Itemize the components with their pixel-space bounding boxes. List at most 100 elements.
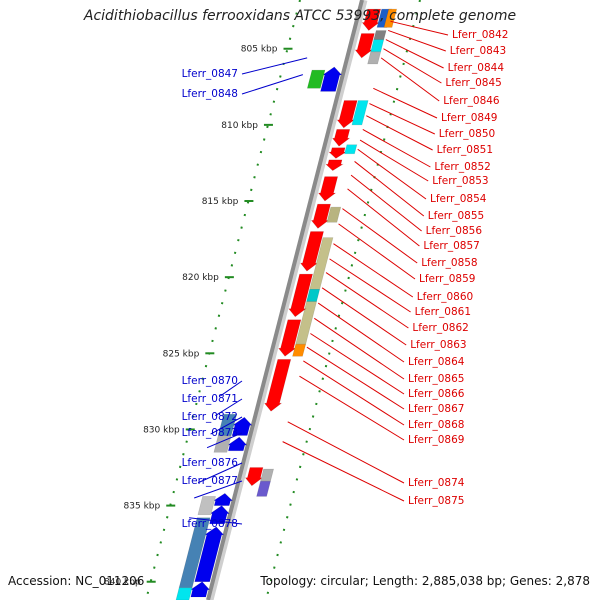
gene-label-reverse: Lferr_0856: [426, 225, 483, 237]
right-label-leader: [306, 346, 405, 410]
gene-label-reverse: Lferr_0862: [412, 322, 468, 334]
gene-label-reverse: Lferr_0868: [408, 419, 464, 431]
gene-label-reverse: Lferr_0849: [441, 112, 497, 124]
gene-label-reverse: Lferr_0865: [408, 373, 464, 385]
left-label-leader: [215, 398, 243, 417]
gene-feature-13: [351, 100, 369, 126]
right-label-leader: [373, 87, 438, 119]
gene-feature-1: [354, 33, 375, 59]
gene-label-reverse: Lferr_0842: [452, 29, 508, 41]
gene-feature-33: [212, 493, 234, 506]
gene-label-reverse: Lferr_0869: [408, 434, 464, 446]
scale-tick-label: 830 kbp: [143, 425, 180, 435]
gene-label-reverse: Lferr_0855: [428, 210, 484, 222]
gene-feature-3: [383, 8, 398, 28]
gene-feature-14: [344, 144, 358, 155]
gene-feature-6: [367, 51, 382, 65]
gene-feature-15: [317, 176, 339, 202]
gene-feature-17: [326, 206, 342, 223]
backbone-line: [206, 0, 364, 600]
gene-feature-18: [299, 231, 324, 272]
gene-feature-23: [277, 319, 302, 357]
gene-label-reverse: Lferr_0845: [445, 77, 501, 89]
accession-label: Accession: NC_011206: [8, 574, 145, 588]
left-label-leader: [241, 57, 308, 75]
scale-tick-label: 840 kbp: [104, 578, 141, 588]
left-label-leader: [194, 480, 243, 499]
gene-feature-25: [263, 359, 292, 412]
gene-feature-4: [373, 30, 387, 40]
gene-feature-16: [310, 203, 331, 229]
gene-label-forward: Lferr_0878: [182, 518, 238, 530]
left-label-leader: [189, 517, 243, 525]
gene-label-reverse: Lferr_0853: [432, 175, 488, 187]
right-label-leader: [380, 57, 440, 102]
right-label-leader: [325, 272, 409, 329]
gene-feature-22: [288, 273, 313, 318]
right-label-leader: [354, 161, 425, 217]
right-label-leader: [342, 208, 418, 264]
scale-tick-label: 805 kbp: [241, 45, 278, 55]
gene-label-reverse: Lferr_0864: [408, 356, 465, 368]
gene-feature-0: [361, 8, 382, 31]
gene-feature-30: [244, 467, 264, 487]
right-label-leader: [282, 441, 405, 502]
right-label-leader: [299, 375, 405, 441]
left-label-leader: [220, 380, 243, 397]
right-label-leader: [314, 317, 405, 380]
right-label-leader: [359, 139, 429, 182]
gene-feature-39: [175, 587, 193, 600]
gene-feature-9: [336, 100, 358, 129]
gene-feature-24: [292, 343, 307, 357]
gene-label-reverse: Lferr_0844: [448, 62, 505, 74]
gene-feature-12: [325, 159, 344, 171]
right-label-leader: [390, 20, 449, 36]
gene-feature-11: [328, 147, 348, 159]
gene-label-reverse: Lferr_0851: [437, 144, 493, 156]
gene-label-forward: Lferr_0872: [182, 411, 238, 423]
left-label-leader: [210, 416, 243, 435]
right-label-leader: [321, 287, 407, 346]
scale-tick-label: 810 kbp: [221, 121, 258, 131]
gene-feature-36: [197, 496, 216, 516]
genome-title: Acidithiobacillus ferrooxidans ATCC 5399…: [83, 8, 517, 24]
gene-label-reverse: Lferr_0867: [408, 403, 464, 415]
gene-label-reverse: Lferr_0858: [421, 257, 477, 269]
right-label-leader: [333, 243, 414, 298]
gene-label-reverse: Lferr_0875: [408, 495, 464, 507]
right-label-leader: [383, 48, 442, 84]
gene-label-forward: Lferr_0873: [182, 427, 238, 439]
right-label-leader: [317, 302, 405, 363]
gene-feature-8: [306, 69, 326, 89]
topology-label: Topology: circular; Length: 2,885,038 bp…: [260, 574, 590, 588]
gene-label-reverse: Lferr_0866: [408, 388, 465, 400]
gene-label-reverse: Lferr_0859: [419, 273, 475, 285]
right-label-leader: [362, 129, 431, 168]
right-label-leader: [366, 115, 433, 151]
gene-label-reverse: Lferr_0863: [410, 339, 466, 351]
gene-label-reverse: Lferr_0860: [417, 291, 473, 303]
gene-label-reverse: Lferr_0854: [430, 193, 487, 205]
gene-label-reverse: Lferr_0846: [443, 95, 500, 107]
right-label-leader: [347, 188, 420, 247]
gene-label-forward: Lferr_0871: [182, 393, 238, 405]
scale-tick-label: 820 kbp: [182, 273, 219, 283]
gene-label-forward: Lferr_0877: [182, 475, 238, 487]
gene-label-reverse: Lferr_0874: [408, 477, 465, 489]
right-label-leader: [338, 223, 416, 280]
gene-label-reverse: Lferr_0852: [434, 161, 490, 173]
right-label-leader: [303, 360, 405, 426]
gene-label-reverse: Lferr_0857: [423, 240, 479, 252]
right-label-leader: [369, 103, 436, 135]
right-label-leader: [310, 333, 405, 395]
right-label-leader: [350, 174, 422, 232]
gene-label-forward: Lferr_0848: [182, 88, 238, 100]
gene-label-forward: Lferr_0870: [182, 375, 238, 387]
gene-label-forward: Lferr_0876: [182, 457, 239, 469]
gene-label-forward: Lferr_0847: [182, 68, 238, 80]
scale-tick-label: 835 kbp: [124, 502, 161, 512]
left-label-leader: [206, 432, 243, 449]
gene-feature-10: [331, 129, 351, 147]
